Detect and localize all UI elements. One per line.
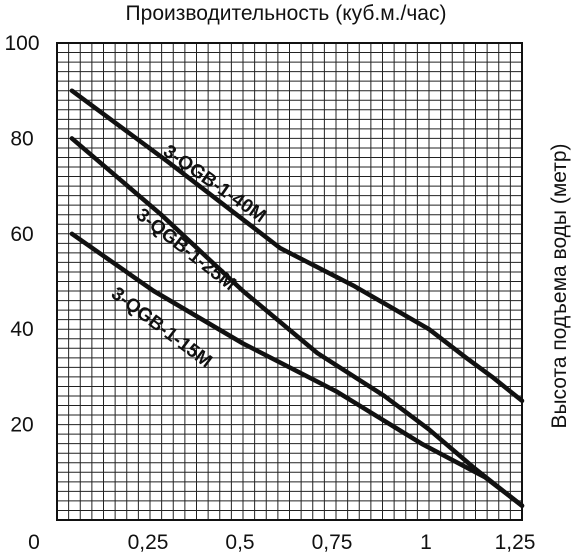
x-tick-label: 1 xyxy=(420,531,432,552)
series-line-3-qgb-1-15m xyxy=(69,231,525,508)
y-axis-label: Высота подъема воды (метр) xyxy=(548,143,571,428)
y-tick-label: 100 xyxy=(4,32,39,55)
x-axis-ticks: 0 0,25 0,5 0,75 1 1,25 xyxy=(28,531,535,552)
x-tick-label: 0 xyxy=(28,531,40,552)
y-tick-label: 40 xyxy=(10,318,33,341)
series-line-3-qgb-1-25m xyxy=(69,136,525,508)
plot-frame xyxy=(56,42,523,521)
x-tick-label: 1,25 xyxy=(495,531,536,552)
chart-title: Производительность (куб.м./час) xyxy=(126,2,447,25)
y-tick-label: 60 xyxy=(10,223,33,246)
series-line-3-qgb-1-40m xyxy=(69,88,525,404)
y-tick-label: 20 xyxy=(10,414,33,437)
y-tick-label: 80 xyxy=(10,127,33,150)
x-tick-label: 0,25 xyxy=(128,531,169,552)
x-tick-label: 0,75 xyxy=(312,531,353,552)
series-label: 3-QGB-1-40M xyxy=(159,141,270,227)
plot-grid xyxy=(57,43,522,520)
y-axis-ticks: 20 40 60 80 100 xyxy=(4,32,39,437)
x-tick-label: 0,5 xyxy=(225,531,254,552)
